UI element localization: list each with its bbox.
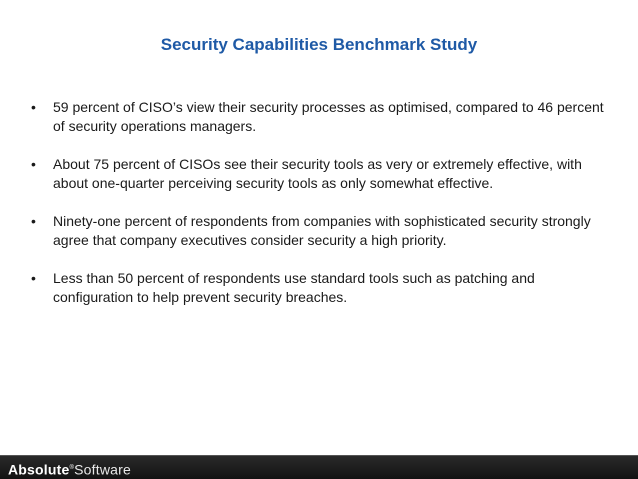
- bullet-item: • Ninety-one percent of respondents from…: [31, 212, 616, 250]
- footer-bar: Absolute®Software: [0, 455, 638, 479]
- bullet-list: • 59 percent of CISO’s view their securi…: [31, 98, 616, 326]
- bullet-text: 59 percent of CISO’s view their security…: [53, 99, 604, 134]
- bullet-marker: •: [31, 156, 36, 172]
- bullet-item: • Less than 50 percent of respondents us…: [31, 269, 616, 307]
- bullet-text: Less than 50 percent of respondents use …: [53, 270, 535, 305]
- absolute-software-logo: Absolute®Software: [8, 459, 131, 479]
- bullet-item: • About 75 percent of CISOs see their se…: [31, 155, 616, 193]
- bullet-marker: •: [31, 270, 36, 286]
- logo-word-software: Software: [74, 461, 131, 478]
- bullet-item: • 59 percent of CISO’s view their securi…: [31, 98, 616, 136]
- slide-title: Security Capabilities Benchmark Study: [160, 35, 478, 54]
- bullet-text: Ninety-one percent of respondents from c…: [53, 213, 591, 248]
- bullet-text: About 75 percent of CISOs see their secu…: [53, 156, 582, 191]
- bullet-marker: •: [31, 213, 36, 229]
- bullet-marker: •: [31, 99, 36, 115]
- logo-word-absolute: Absolute: [8, 461, 70, 478]
- registered-mark: ®: [69, 465, 75, 471]
